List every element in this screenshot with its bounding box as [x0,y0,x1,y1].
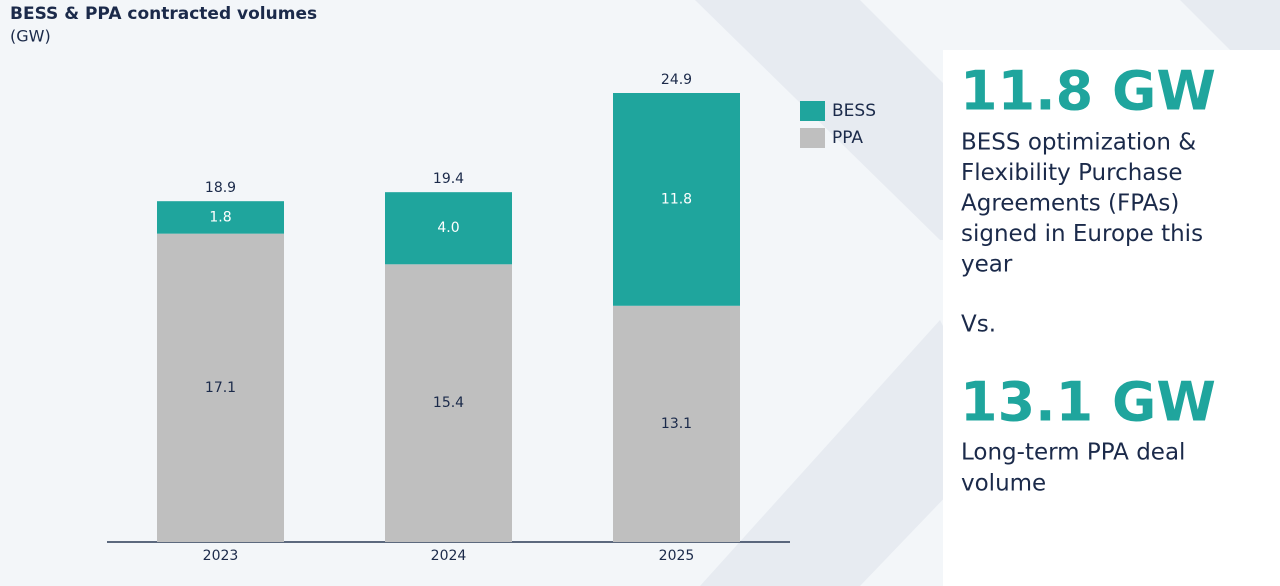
bar-segment [613,93,740,306]
headline: 13.1 GW [960,371,1216,434]
headline: 11.8 GW [960,60,1216,123]
x-tick-label: 2024 [431,548,467,564]
decor-chevron [700,320,1000,586]
bar-segment [385,192,512,265]
separator: Vs. [961,312,996,338]
bar-segment [385,264,512,542]
legend-swatch [800,128,825,148]
data-label: 4.0 [437,220,459,236]
panel-line: year [961,252,1013,278]
total-label: 18.9 [205,180,236,196]
bar-segment [157,233,284,542]
legend-label: PPA [832,128,863,148]
chart-title: BESS & PPA contracted volumes [10,4,317,24]
panel-line: Long-term PPA deal [961,440,1185,466]
panel-line: Agreements (FPAs) [961,191,1179,217]
panel-line: volume [961,471,1046,497]
info-panel [943,50,1280,586]
decor-chevron [1180,0,1280,50]
data-label: 1.8 [209,209,231,225]
panel-line: Flexibility Purchase [961,160,1183,186]
legend-swatch [800,101,825,121]
total-label: 24.9 [661,72,692,88]
bar-segment [613,305,740,542]
data-label: 17.1 [205,380,236,396]
x-tick-label: 2025 [659,548,695,564]
data-label: 11.8 [661,191,692,207]
bar-segment [157,201,284,234]
panel-text: 11.8 GW BESS optimization & Flexibility Pu… [960,60,1216,497]
data-label: 13.1 [661,416,692,432]
data-label: 15.4 [433,395,464,411]
total-label: 19.4 [433,171,464,187]
chart-subtitle: (GW) [10,27,51,46]
panel-line: BESS optimization & [961,130,1196,156]
panel-line: signed in Europe this [961,221,1203,247]
x-tick-label: 2023 [203,548,239,564]
legend-label: BESS [832,101,876,121]
